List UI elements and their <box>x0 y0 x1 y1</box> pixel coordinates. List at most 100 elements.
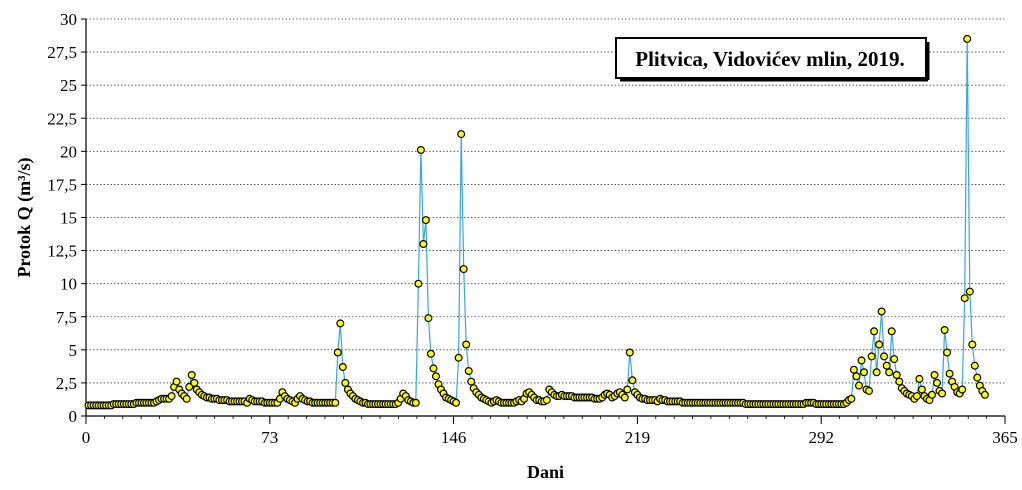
data-point <box>854 381 863 390</box>
data-point <box>877 307 886 316</box>
y-tick-label: 15 <box>60 209 77 228</box>
data-point <box>623 385 632 394</box>
data-point <box>625 348 634 357</box>
data-point <box>432 372 441 381</box>
data-point <box>973 373 982 382</box>
axes <box>81 18 1006 424</box>
gridlines <box>86 18 1005 384</box>
data-point <box>880 352 889 361</box>
data-point <box>187 371 196 380</box>
data-point <box>424 314 433 323</box>
x-tick-label: 292 <box>808 428 834 447</box>
y-tick-label: 27,5 <box>47 43 77 62</box>
data-point <box>331 398 340 407</box>
data-point <box>963 34 972 43</box>
data-point <box>416 146 425 155</box>
data-point <box>965 287 974 296</box>
data-point <box>930 371 939 380</box>
data-point <box>338 363 347 372</box>
data-point <box>895 377 904 386</box>
y-tick-label: 22,5 <box>47 109 77 128</box>
data-point <box>620 393 629 402</box>
data-point <box>849 365 858 374</box>
y-tick-label: 10 <box>60 275 77 294</box>
x-tick-labels: 0 73 146 219 292 365 <box>82 428 1018 447</box>
data-point <box>628 376 637 385</box>
data-point <box>932 378 941 387</box>
data-point <box>341 378 350 387</box>
data-point <box>462 340 471 349</box>
data-point <box>958 385 967 394</box>
data-point <box>915 374 924 383</box>
data-point <box>429 364 438 373</box>
data-point <box>421 216 430 225</box>
data-point <box>892 371 901 380</box>
data-point <box>864 386 873 395</box>
data-point <box>890 355 899 364</box>
annotation-text: Plitvica, Vidovićev mlin, 2019. <box>635 47 904 71</box>
y-tick-label: 12,5 <box>47 242 77 261</box>
data-point <box>870 327 879 336</box>
y-axis-title: Protok Q (m³/s) <box>14 157 35 277</box>
data-point <box>411 398 420 407</box>
y-tick-label: 30 <box>60 10 77 29</box>
data-point <box>172 377 181 386</box>
series-line <box>88 38 986 406</box>
data-point <box>917 385 926 394</box>
data-point <box>875 340 884 349</box>
data-point <box>885 368 894 377</box>
x-tick-label: 73 <box>261 428 278 447</box>
data-point <box>887 327 896 336</box>
data-point <box>467 377 476 386</box>
data-point <box>927 390 936 399</box>
annotation-box <box>615 37 927 79</box>
y-tick-label: 17,5 <box>47 175 77 194</box>
data-point <box>857 356 866 365</box>
data-point <box>459 265 468 274</box>
data-point <box>336 319 345 328</box>
data-point <box>182 394 191 403</box>
y-tick-label: 0 <box>69 407 78 426</box>
data-point <box>882 361 891 370</box>
data-point <box>452 398 461 407</box>
data-point <box>419 240 428 249</box>
data-point <box>912 392 921 401</box>
data-point <box>867 352 876 361</box>
data-point <box>859 368 868 377</box>
y-tick-label: 2,5 <box>56 374 77 393</box>
data-point <box>414 279 423 288</box>
data-point <box>464 367 473 376</box>
data-point <box>185 382 194 391</box>
data-point <box>852 372 861 381</box>
data-point <box>970 361 979 370</box>
x-axis-title: Dani <box>527 462 564 482</box>
data-point <box>872 368 881 377</box>
data-point <box>938 389 947 398</box>
x-tick-label: 219 <box>625 428 651 447</box>
data-point <box>945 369 954 378</box>
data-point <box>847 394 856 403</box>
data-point <box>542 396 551 405</box>
data-point <box>457 130 466 139</box>
y-tick-label: 25 <box>60 76 77 95</box>
data-point <box>940 326 949 335</box>
x-tick-label: 146 <box>441 428 467 447</box>
x-tick-label: 365 <box>992 428 1018 447</box>
annotation: Plitvica, Vidovićev mlin, 2019. <box>615 37 930 82</box>
data-point <box>333 348 342 357</box>
y-tick-label: 7,5 <box>56 308 77 327</box>
data-point <box>426 349 435 358</box>
data-point <box>960 294 969 303</box>
data-point <box>167 392 176 401</box>
data-point <box>190 378 199 387</box>
x-tick-label: 0 <box>82 428 91 447</box>
data-point <box>943 348 952 357</box>
y-tick-label: 20 <box>60 142 77 161</box>
series <box>84 34 989 410</box>
data-point <box>454 353 463 362</box>
data-point <box>980 390 989 399</box>
y-tick-label: 5 <box>69 341 78 360</box>
data-point <box>968 340 977 349</box>
